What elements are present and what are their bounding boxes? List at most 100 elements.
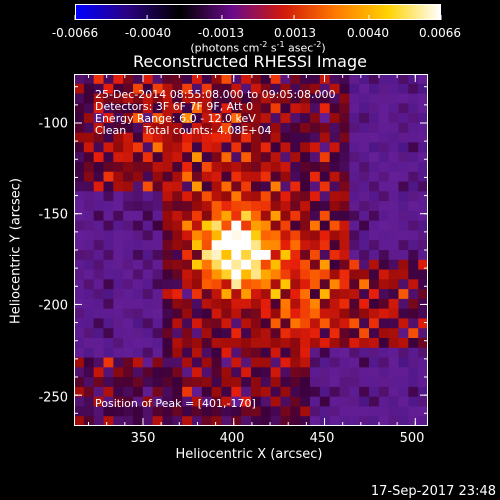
heatmap-cell — [123, 396, 134, 407]
heatmap-cell — [310, 328, 321, 339]
heatmap-cell — [162, 103, 173, 114]
heatmap-cell — [359, 210, 370, 222]
heatmap-cell — [162, 269, 173, 280]
heatmap-cell — [74, 113, 85, 124]
heatmap-cell — [211, 269, 222, 280]
heatmap-cell — [418, 113, 429, 124]
heatmap-cell — [93, 416, 104, 427]
heatmap-cell — [310, 93, 321, 104]
heatmap-cell — [162, 181, 173, 192]
heatmap-cell — [359, 377, 370, 388]
heatmap-cell — [408, 377, 419, 388]
heatmap-cell — [152, 279, 163, 290]
heatmap-cell — [93, 230, 104, 241]
heatmap-cell — [329, 289, 340, 300]
heatmap-cell — [113, 259, 124, 271]
heatmap-cell — [349, 240, 360, 251]
heatmap-cell — [270, 93, 281, 104]
heatmap-cell — [113, 240, 124, 251]
heatmap-cell — [369, 416, 380, 427]
heatmap-cell — [103, 122, 114, 134]
heatmap-cell — [339, 357, 350, 368]
colorbar-tick-label: -0.0013 — [197, 26, 245, 40]
heatmap-cell — [172, 347, 183, 359]
heatmap-cell — [300, 93, 311, 104]
heatmap-cell — [162, 396, 173, 407]
heatmap-cell — [290, 289, 301, 300]
heatmap-cell — [113, 171, 124, 183]
heatmap-cell — [339, 298, 350, 310]
heatmap-cell — [113, 162, 124, 173]
heatmap-cell — [270, 406, 281, 417]
heatmap-cell — [83, 250, 95, 261]
heatmap-cell — [359, 240, 370, 251]
heatmap-cell — [83, 279, 95, 290]
heatmap-cell — [201, 250, 213, 261]
heatmap-cell — [310, 152, 321, 163]
heatmap-cell — [339, 103, 350, 114]
heatmap-cell — [359, 416, 370, 427]
heatmap-cell — [378, 191, 390, 202]
heatmap-cell — [201, 347, 213, 359]
heatmap-cell — [388, 210, 399, 222]
heatmap-cell — [113, 269, 124, 280]
heatmap-cell — [359, 220, 370, 231]
heatmap-cell — [241, 83, 252, 95]
heatmap-cell — [260, 406, 272, 417]
heatmap-cell — [192, 181, 203, 192]
colorbar-unit-label: (photons cm-2 s-1 asec-2) — [190, 40, 326, 55]
heatmap-cell — [103, 259, 114, 271]
heatmap-cell — [349, 269, 360, 280]
heatmap-cell — [280, 230, 291, 241]
heatmap-cell — [290, 338, 301, 349]
heatmap-cell — [319, 83, 331, 95]
heatmap-cell — [388, 289, 399, 300]
heatmap-cell — [349, 83, 360, 95]
heatmap-cell — [290, 386, 301, 398]
heatmap-cell — [260, 318, 272, 329]
heatmap-cell — [152, 191, 163, 202]
heatmap-cell — [211, 328, 222, 339]
heatmap-cell — [182, 122, 193, 134]
heatmap-cell — [211, 347, 222, 359]
heatmap-cell — [369, 122, 380, 134]
heatmap-cell — [310, 396, 321, 407]
heatmap-cell — [378, 74, 390, 85]
heatmap-cell — [142, 132, 154, 143]
heatmap-cell — [418, 191, 429, 202]
heatmap-cell — [152, 396, 163, 407]
heatmap-cell — [113, 328, 124, 339]
heatmap-cell — [133, 357, 144, 368]
heatmap-cell — [260, 308, 272, 319]
heatmap-cell — [260, 357, 272, 368]
heatmap-cell — [369, 93, 380, 104]
heatmap-cell — [142, 181, 154, 192]
heatmap-cell — [369, 308, 380, 319]
heatmap-cell — [241, 298, 252, 310]
heatmap-cell — [83, 289, 95, 300]
heatmap-cell — [408, 259, 419, 271]
heatmap-cell — [221, 201, 232, 212]
heatmap-cell — [211, 220, 222, 231]
heatmap-cell — [339, 220, 350, 231]
heatmap-cell — [339, 230, 350, 241]
heatmap-cell — [290, 162, 301, 173]
y-axis-label: Heliocentric Y (arcsec) — [8, 178, 24, 324]
heatmap-cell — [83, 269, 95, 280]
heatmap-cell — [241, 386, 252, 398]
heatmap-cell — [74, 357, 85, 368]
heatmap-cell — [260, 367, 272, 378]
heatmap-cell — [83, 201, 95, 212]
heatmap-cell — [103, 308, 114, 319]
heatmap-cell — [359, 230, 370, 241]
heatmap-cell — [339, 250, 350, 261]
heatmap-cell — [359, 357, 370, 368]
heatmap-cell — [83, 181, 95, 192]
heatmap-cell — [182, 250, 193, 261]
heatmap-cell — [123, 142, 134, 153]
heatmap-cell — [300, 122, 311, 134]
heatmap-cell — [329, 240, 340, 251]
heatmap-cell — [74, 367, 85, 378]
heatmap-cell — [241, 367, 252, 378]
heatmap-cell — [211, 338, 222, 349]
